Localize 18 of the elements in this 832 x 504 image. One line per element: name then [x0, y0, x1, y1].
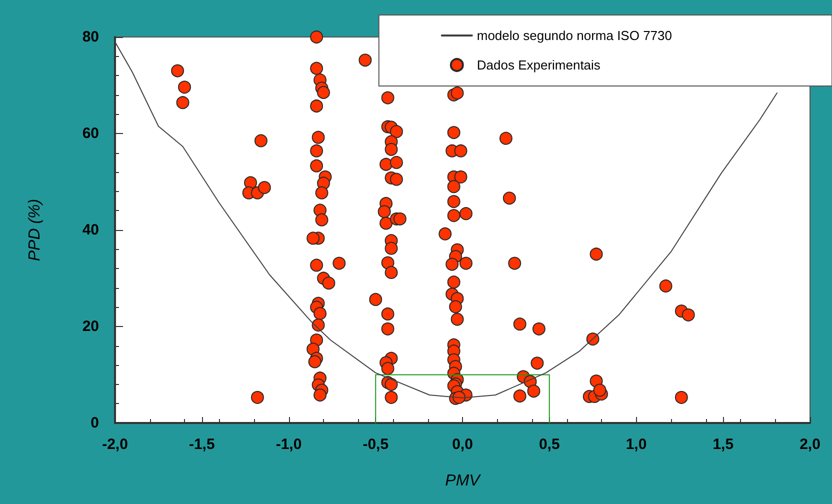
- x-axis-title: PMV: [445, 472, 482, 490]
- x-tick-label: 2,0: [800, 436, 820, 453]
- x-tick-label: -2,0: [102, 436, 128, 453]
- y-tick-label: 80: [82, 28, 99, 46]
- x-tick-label: 1,0: [626, 436, 647, 453]
- legend-label: Dados Experimentais: [476, 58, 601, 72]
- x-tick-label: -0,5: [362, 436, 389, 453]
- x-tick-label: 0,0: [452, 436, 473, 453]
- y-tick-label: 0: [90, 414, 99, 432]
- y-tick-label: 60: [82, 125, 99, 142]
- x-tick-label: -1,0: [276, 436, 302, 453]
- legend-label: modelo segundo norma ISO 7730: [476, 28, 672, 43]
- y-axis-title: PPD (%): [26, 198, 44, 262]
- y-tick-label: 40: [82, 222, 99, 238]
- x-tick-label: -1,5: [188, 436, 215, 453]
- y-tick-label: 20: [82, 318, 99, 335]
- x-tick-label: 1,5: [712, 436, 734, 453]
- x-tick-label: 0,5: [538, 436, 560, 453]
